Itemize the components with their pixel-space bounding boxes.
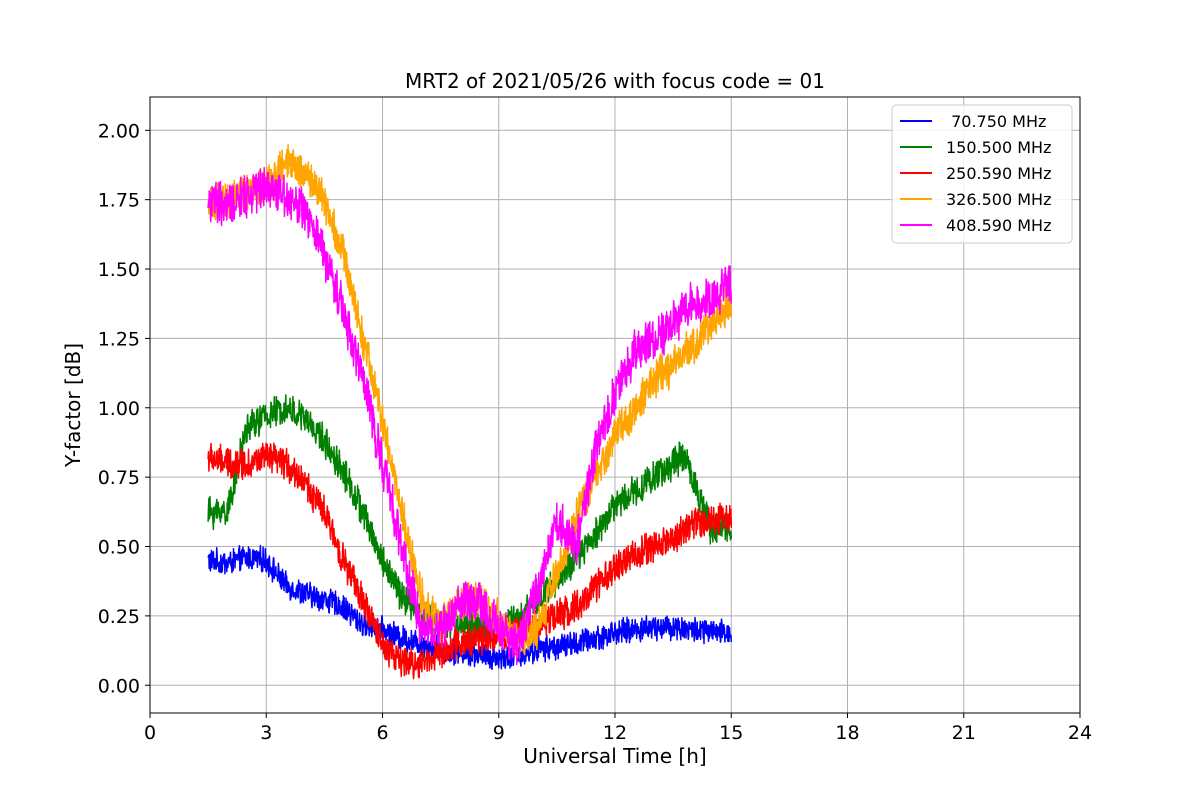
legend-label: 250.590 MHz [946,164,1051,183]
series-line [207,166,733,666]
y-tick-label: 0.00 [98,675,140,697]
y-tick-label: 0.75 [98,467,140,489]
y-tick-label: 0.25 [98,606,140,628]
y-tick-label: 0.50 [98,537,140,559]
legend-label: 70.750 MHz [946,112,1046,131]
chart-title: MRT2 of 2021/05/26 with focus code = 01 [405,69,825,93]
y-tick-label: 2.00 [98,120,140,142]
x-tick-label: 15 [719,722,743,744]
y-axis: 0.00 0.25 0.50 0.75 1.00 1.25 1.50 1.75 2.00 [98,120,150,697]
legend-box [891,104,1073,244]
y-tick-label: 1.50 [98,259,140,281]
y-tick-label: 1.25 [98,328,140,350]
legend-label: 326.500 MHz [946,190,1051,209]
y-axis-title: Y-factor [dB] [61,343,85,468]
y-tick-label: 1.75 [98,190,140,212]
series-line [207,442,733,680]
y-tick-label: 1.00 [98,398,140,420]
legend-label: 150.500 MHz [946,138,1051,157]
x-tick-label: 0 [144,722,156,744]
series-layer [207,144,733,680]
x-tick-label: 18 [835,722,859,744]
x-tick-label: 21 [952,722,976,744]
x-axis: 0 3 6 9 12 15 18 21 24 [144,713,1092,744]
x-tick-label: 6 [376,722,388,744]
legend-label: 408.590 MHz [946,216,1051,235]
x-tick-label: 12 [603,722,627,744]
x-tick-label: 9 [493,722,505,744]
x-tick-label: 3 [260,722,272,744]
x-axis-title: Universal Time [h] [523,744,706,768]
legend: 70.750 MHz 150.500 MHz 250.590 MHz 326.500 … [891,104,1073,244]
x-tick-label: 24 [1068,722,1092,744]
